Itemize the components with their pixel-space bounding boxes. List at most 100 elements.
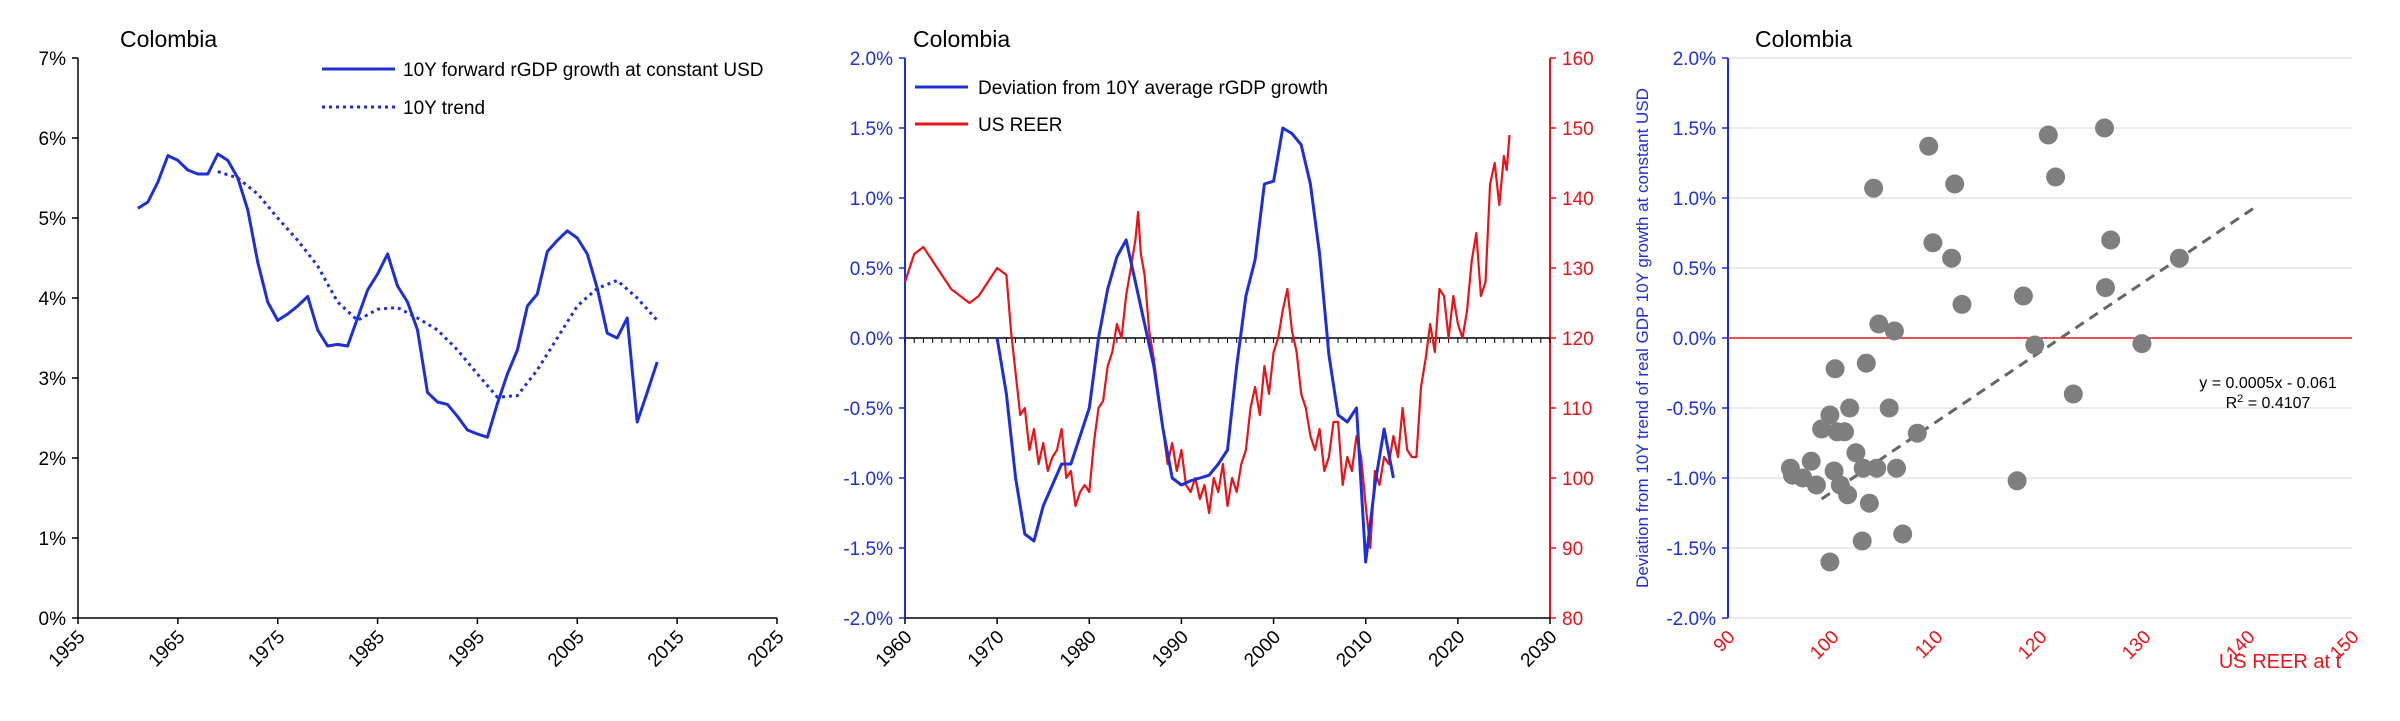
chart-2-x-tick-label: 1980 (1056, 627, 1101, 672)
chart-3-y-tick-label: 1.0% (1673, 189, 1716, 210)
chart-1-x-tick-label: 1985 (344, 627, 389, 672)
chart-2-right-y-tick-label: 110 (1562, 399, 1592, 420)
scatter-point (2025, 335, 2045, 355)
chart-2-x-tick-label: 1960 (872, 627, 917, 672)
scatter-point (1856, 353, 1876, 373)
chart-1-x-tick-label: 1955 (45, 627, 90, 672)
scatter-point (2013, 286, 2033, 306)
scatter-point (1923, 233, 1943, 253)
scatter-point (1812, 419, 1832, 439)
legend-label-10y-trend: 10Y trend (403, 98, 485, 119)
chart-2-x-tick-label: 1970 (964, 627, 1009, 672)
chart-2-right-y-tick-label: 130 (1562, 259, 1594, 280)
chart-2-axes (899, 57, 1556, 624)
chart-1-axes (72, 57, 778, 624)
chart-3: Colombia -2.0% -1.5% -1.0% -0.5% 0.0% 0.5% 1.0… (1633, 26, 2364, 673)
chart-3-y-axis-label: Deviation from 10Y trend of real GDP 10Y… (1633, 88, 1652, 588)
series-deviation-from-average (995, 126, 1395, 564)
chart-1-y-tick-label: 0% (39, 609, 67, 630)
scatter-point (1806, 475, 1826, 495)
chart-3-points (1780, 118, 2189, 572)
scatter-point (1801, 451, 1821, 471)
scatter-point (1846, 443, 1866, 463)
chart-3-y-tick-label: -1.5% (1666, 539, 1716, 560)
chart-2-right-y-tick-label: 90 (1562, 539, 1583, 560)
scatter-point (1893, 524, 1913, 544)
scatter-point (1945, 174, 1965, 194)
chart-3-x-tick-label: 110 (1911, 627, 1947, 663)
scatter-point (2095, 118, 2114, 138)
chart-2-left-y-tick-label: -1.5% (843, 539, 893, 560)
series-forward-growth (137, 152, 659, 439)
chart-3-r2-value: = 0.4107 (2243, 395, 2310, 412)
chart-3-r2-prefix: R (2226, 395, 2238, 412)
chart-2-left-y-tick-labels: -2.0% -1.5% -1.0% -0.5% 0.0% 0.5% 1.0% 1.5% 2.0% (843, 49, 893, 630)
legend-label-forward-growth: 10Y forward rGDP growth at constant USD (403, 60, 763, 81)
chart-1-y-tick-label: 1% (39, 529, 67, 550)
scatter-point (1919, 136, 1939, 156)
chart-3-y-tick-label: -2.0% (1666, 609, 1716, 630)
legend-label-us-reer: US REER (978, 115, 1062, 136)
scatter-point (2132, 334, 2152, 354)
chart-2-left-y-tick-label: 0.5% (850, 259, 893, 280)
chart-3-title: Colombia (1755, 26, 1852, 52)
chart-1-y-tick-label: 3% (39, 369, 67, 390)
chart-3-y-tick-label: 0.5% (1673, 259, 1716, 280)
chart-3-y-tick-label: -1.0% (1666, 469, 1716, 490)
chart-1-x-tick-label: 2005 (544, 627, 589, 672)
scatter-point (2007, 471, 2027, 491)
chart-1-y-tick-label: 4% (39, 289, 67, 310)
chart-2-x-tick-label: 2020 (1425, 627, 1470, 672)
scatter-point (2063, 384, 2083, 404)
chart-1-x-tick-labels: 1955 1965 1975 1985 1995 2005 2015 2025 (45, 627, 789, 672)
chart-2-series (903, 126, 1511, 564)
chart-1-series (137, 152, 659, 439)
chart-2-left-y-tick-label: -0.5% (843, 399, 893, 420)
chart-3-y-tick-labels: -2.0% -1.5% -1.0% -0.5% 0.0% 0.5% 1.0% 1.5% 2.0% (1666, 49, 1716, 630)
chart-2-right-y-tick-label: 150 (1562, 119, 1594, 140)
scatter-point (1952, 294, 1972, 314)
scatter-point (1852, 531, 1872, 551)
chart-2-left-y-tick-label: 1.5% (850, 119, 893, 140)
scatter-point (1864, 178, 1884, 198)
scatter-point (2038, 125, 2058, 145)
chart-1-legend: 10Y forward rGDP growth at constant USD … (322, 60, 763, 119)
chart-2-x-tick-label: 2010 (1333, 627, 1378, 672)
chart-2-right-y-tick-label: 160 (1562, 49, 1594, 70)
scatter-point (1853, 458, 1873, 478)
chart-3-x-tick-label: 130 (2118, 627, 2155, 664)
chart-1-y-tick-label: 6% (39, 129, 67, 150)
chart-2-right-y-tick-label: 80 (1562, 609, 1583, 630)
scatter-point (1942, 248, 1962, 268)
chart-3-y-tick-label: 1.5% (1673, 119, 1716, 140)
chart-1-x-tick-label: 1975 (245, 627, 290, 672)
chart-3-equation: y = 0.0005x - 0.061 (2199, 375, 2337, 392)
chart-2-x-tick-label: 2030 (1517, 627, 1562, 672)
chart-2-x-tick-label: 1990 (1148, 627, 1193, 672)
scatter-point (2046, 167, 2066, 187)
chart-2-left-y-tick-label: 0.0% (850, 329, 893, 350)
chart-2-title: Colombia (913, 26, 1010, 52)
scatter-point (1887, 458, 1906, 478)
scatter-point (2169, 248, 2189, 268)
chart-3-r2-superscript: 2 (2237, 393, 2243, 405)
scatter-point (1879, 398, 1899, 418)
chart-3-x-axis-label: US REER at t (2219, 651, 2342, 673)
chart-2-right-y-tick-label: 140 (1562, 189, 1594, 210)
chart-1-x-tick-label: 1995 (444, 627, 489, 672)
chart-1: Colombia 0%1%2%3%4%5%6%7% 1955 1965 1975 19… (39, 26, 789, 671)
chart-3-x-tick-label: 120 (2014, 627, 2051, 664)
chart-3-r-squared: R2 = 0.4107 (2226, 393, 2311, 412)
chart-2-right-y-tick-label: 120 (1562, 329, 1594, 350)
chart-2-left-y-tick-label: 2.0% (850, 49, 893, 70)
chart-3-x-tick-label: 100 (1806, 627, 1843, 664)
chart-1-y-tick-label: 2% (39, 449, 67, 470)
chart-3-y-tick-label: 0.0% (1673, 329, 1716, 350)
chart-2: Colombia -2.0% -1.5% -1.0% -0.5% 0.0% 0.5% 1.0… (843, 26, 1593, 671)
scatter-point (1884, 321, 1904, 341)
chart-2-right-y-tick-label: 100 (1562, 469, 1594, 490)
scatter-point (1840, 398, 1860, 418)
chart-1-y-tick-labels: 0% 1% 2% 3% 4% 5% 6% 7% (39, 49, 67, 630)
